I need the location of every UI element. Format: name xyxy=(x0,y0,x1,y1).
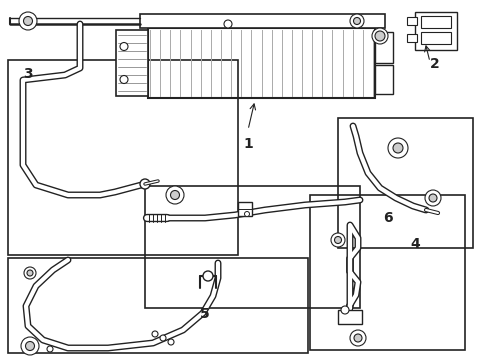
Text: 5: 5 xyxy=(200,307,209,321)
Circle shape xyxy=(428,194,436,202)
Text: 2: 2 xyxy=(429,57,439,71)
Circle shape xyxy=(392,143,402,153)
Bar xyxy=(414,12,456,50)
Circle shape xyxy=(244,212,249,216)
Circle shape xyxy=(160,335,165,341)
Bar xyxy=(420,32,450,44)
Circle shape xyxy=(203,271,213,281)
Circle shape xyxy=(120,42,128,50)
Circle shape xyxy=(25,342,35,351)
Bar xyxy=(374,65,392,94)
Bar xyxy=(8,258,307,353)
Circle shape xyxy=(47,346,53,352)
Circle shape xyxy=(24,267,36,279)
Bar xyxy=(309,195,464,350)
Circle shape xyxy=(165,186,183,204)
Bar xyxy=(238,202,251,216)
Circle shape xyxy=(152,331,158,337)
Bar xyxy=(116,30,148,96)
Text: 6: 6 xyxy=(383,211,392,225)
Circle shape xyxy=(120,76,128,84)
Bar xyxy=(145,186,359,308)
Text: 3: 3 xyxy=(23,67,33,81)
Circle shape xyxy=(349,330,365,346)
Circle shape xyxy=(21,337,39,355)
Bar xyxy=(337,310,361,324)
Bar xyxy=(8,60,238,255)
Circle shape xyxy=(170,190,179,199)
Bar xyxy=(420,16,450,28)
Bar xyxy=(148,28,374,98)
Circle shape xyxy=(387,138,407,158)
Circle shape xyxy=(374,31,384,41)
Circle shape xyxy=(334,237,341,243)
Bar xyxy=(337,118,472,248)
Bar xyxy=(406,34,416,42)
Circle shape xyxy=(224,20,231,28)
Circle shape xyxy=(353,334,361,342)
Circle shape xyxy=(424,190,440,206)
Circle shape xyxy=(340,306,348,314)
Bar xyxy=(406,17,416,25)
Circle shape xyxy=(23,17,32,26)
Circle shape xyxy=(371,28,387,44)
Circle shape xyxy=(330,233,345,247)
Text: 1: 1 xyxy=(243,137,252,151)
Text: 4: 4 xyxy=(409,237,419,251)
Circle shape xyxy=(349,14,363,28)
Circle shape xyxy=(168,339,174,345)
Circle shape xyxy=(27,270,33,276)
Bar xyxy=(374,32,392,63)
Circle shape xyxy=(19,12,37,30)
Circle shape xyxy=(353,18,360,24)
Bar xyxy=(140,14,384,28)
Circle shape xyxy=(140,179,150,189)
